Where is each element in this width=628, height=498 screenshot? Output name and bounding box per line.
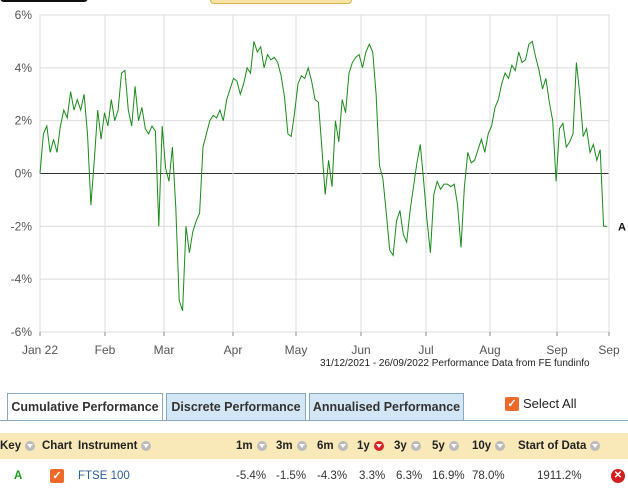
- x-tick-label: May: [285, 343, 308, 357]
- checkbox-check-icon: ✓: [505, 396, 519, 411]
- row-1m: -5.4%: [236, 470, 267, 482]
- tab-discrete-performance[interactable]: Discrete Performance: [166, 393, 306, 421]
- row-start-of-data: 1911.2%: [537, 470, 582, 482]
- header-6m[interactable]: 6m: [317, 433, 348, 459]
- row-6m: -4.3%: [317, 470, 348, 482]
- tab-label: Discrete Performance: [171, 400, 301, 414]
- row-instrument-link[interactable]: FTSE 100: [78, 470, 130, 482]
- y-tick-label: 6%: [15, 8, 33, 22]
- select-all-checkbox[interactable]: ✓ Select All: [505, 396, 576, 411]
- x-tick-label: Apr: [224, 343, 243, 357]
- sort-icon[interactable]: [495, 441, 506, 451]
- checkbox-check-icon: ✓: [50, 469, 64, 483]
- sort-icon[interactable]: [25, 441, 36, 451]
- tab-label: Annualised Performance: [312, 400, 461, 414]
- row-key: A: [14, 470, 23, 482]
- y-tick-label: -6%: [11, 325, 33, 339]
- select-all-label: Select All: [523, 396, 577, 411]
- sort-active-icon[interactable]: [373, 441, 384, 451]
- y-tick-label: -4%: [11, 272, 33, 286]
- sort-icon[interactable]: [296, 441, 307, 451]
- tab-cumulative-performance[interactable]: Cumulative Performance: [7, 393, 163, 421]
- tab-divider: [0, 420, 628, 421]
- close-icon: ✕: [611, 469, 625, 483]
- x-tick-label: Jun: [351, 343, 370, 357]
- sort-icon[interactable]: [590, 441, 601, 451]
- header-start-of-data[interactable]: Start of Data: [518, 433, 601, 459]
- remove-row-button[interactable]: ✕: [611, 460, 625, 492]
- sort-icon[interactable]: [337, 441, 348, 451]
- y-tick-label: 4%: [15, 61, 33, 75]
- header-1y[interactable]: 1y: [357, 433, 384, 459]
- x-tick-label: Jan 22: [22, 343, 58, 357]
- top-button-left[interactable]: [0, 0, 88, 2]
- series-end-label: A: [618, 221, 626, 233]
- row-5y: 16.9%: [432, 470, 465, 482]
- header-3y[interactable]: 3y: [394, 433, 421, 459]
- sort-icon[interactable]: [141, 441, 152, 451]
- header-instrument[interactable]: Instrument: [78, 433, 152, 459]
- row-10y: 78.0%: [472, 470, 505, 482]
- row-1y: 3.3%: [359, 470, 386, 482]
- table-header-row: Key Chart Instrument 1m 3m 6m 1y 3y 5y 1…: [0, 433, 628, 459]
- header-3m[interactable]: 3m: [276, 433, 307, 459]
- row-chart-checkbox[interactable]: ✓: [50, 460, 68, 492]
- sort-icon[interactable]: [256, 441, 267, 451]
- header-key[interactable]: Key: [0, 433, 36, 459]
- sort-icon[interactable]: [410, 441, 421, 451]
- series-line-a: [39, 40, 607, 312]
- header-chart: Chart: [42, 440, 73, 452]
- x-tick-label: Sep: [598, 343, 620, 357]
- y-tick-label: 0%: [15, 167, 33, 181]
- x-tick-label: Aug: [479, 343, 500, 357]
- tab-label: Cumulative Performance: [11, 400, 159, 414]
- y-tick-label: 2%: [15, 114, 33, 128]
- tab-annualised-performance[interactable]: Annualised Performance: [309, 393, 464, 421]
- x-tick-label: Sep: [546, 343, 568, 357]
- header-10y[interactable]: 10y: [472, 433, 506, 459]
- header-5y[interactable]: 5y: [432, 433, 459, 459]
- y-tick-label: -2%: [11, 219, 33, 233]
- row-3y: 6.3%: [396, 470, 423, 482]
- performance-chart: 6% 4% 2% 0% -2% -4% -6% Jan 22 Feb Mar Apr May Jun J…: [11, 8, 626, 357]
- row-3m: -1.5%: [276, 470, 307, 482]
- x-tick-label: Feb: [95, 343, 116, 357]
- chart-caption: 31/12/2021 - 26/09/2022 Performance Data…: [320, 358, 590, 369]
- sort-icon[interactable]: [448, 441, 459, 451]
- x-tick-label: Jul: [418, 343, 433, 357]
- table-row: A ✓ FTSE 100 -5.4% -1.5% -4.3% 3.3% 6.3%…: [0, 460, 628, 492]
- header-1m[interactable]: 1m: [236, 433, 267, 459]
- x-tick-label: Mar: [154, 343, 175, 357]
